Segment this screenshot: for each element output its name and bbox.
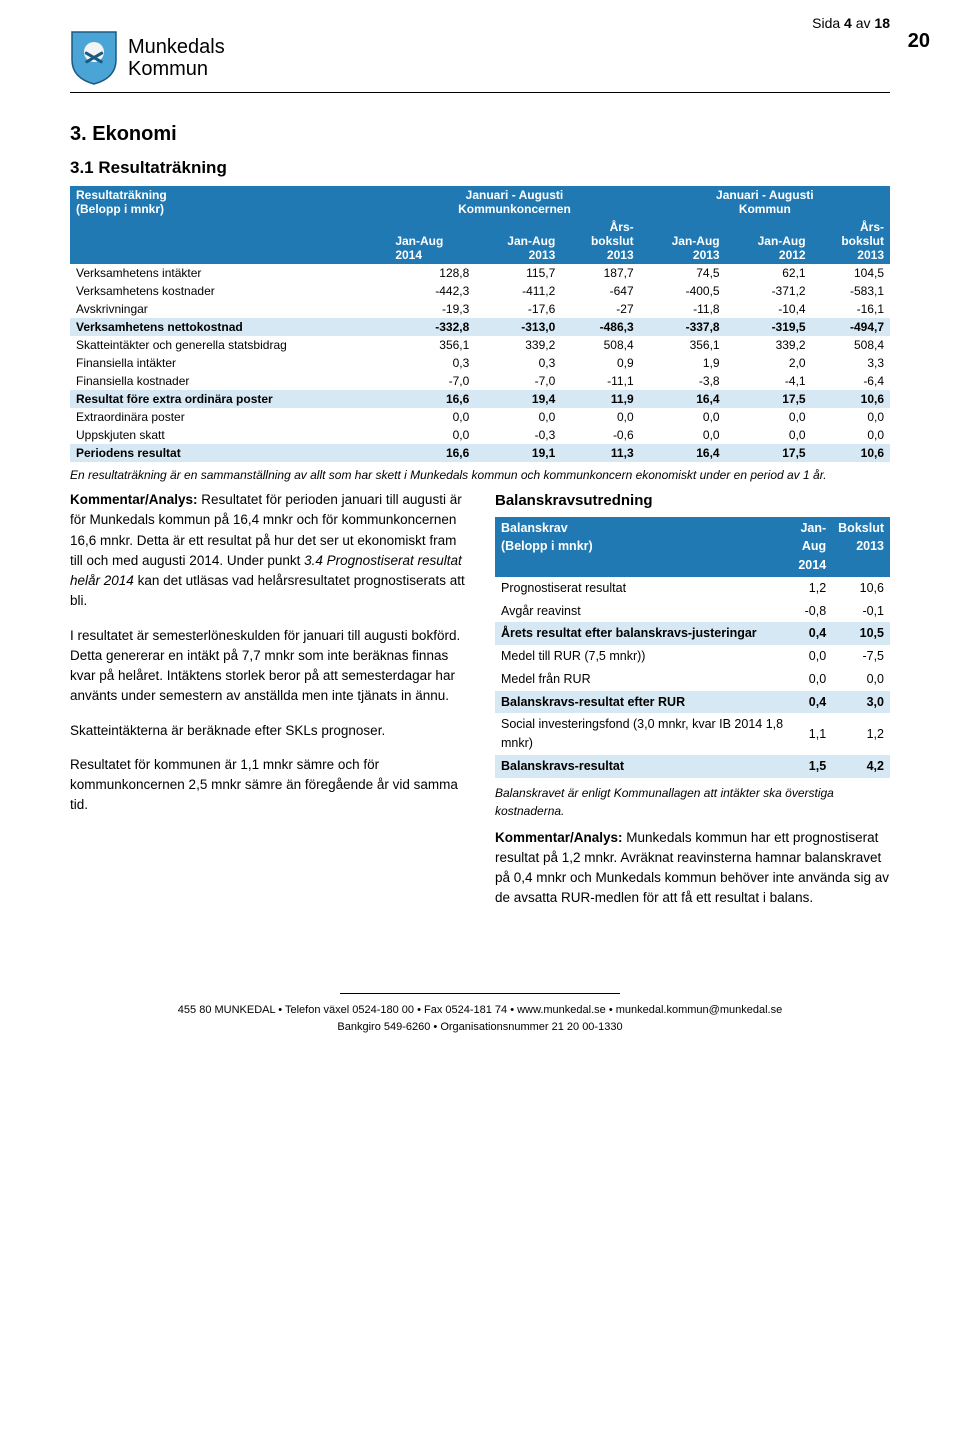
balans-col-header: Balanskrav (Belopp i mnkr) <box>495 517 792 577</box>
balans-col-header: Bokslut 2013 <box>832 517 890 577</box>
page-number: Sida 4 av 18 <box>812 15 890 31</box>
tbl-group-left: Januari - Augusti Kommunkoncernen <box>389 186 639 218</box>
tbl-col-header: Jan-Aug 2013 <box>640 218 726 264</box>
balans-table: Balanskrav (Belopp i mnkr)Jan- Aug 2014B… <box>495 517 890 778</box>
right-p2: Kommentar/Analys: Munkedals kommun har e… <box>495 828 890 909</box>
table-note: En resultaträkning är en sammanställning… <box>70 468 890 482</box>
table-row: Balanskravs-resultat efter RUR0,43,0 <box>495 691 890 714</box>
table-row: Finansiella intäkter0,30,30,91,92,03,3 <box>70 354 890 372</box>
table-row: Finansiella kostnader-7,0-7,0-11,1-3,8-4… <box>70 372 890 390</box>
page-current: 4 <box>844 15 852 31</box>
table-row: Resultat före extra ordinära poster16,61… <box>70 390 890 408</box>
table-row: Avgår reavinst-0,8-0,1 <box>495 600 890 623</box>
table-row: Periodens resultat16,619,111,316,417,510… <box>70 444 890 462</box>
table-row: Medel till RUR (7,5 mnkr))0,0-7,5 <box>495 645 890 668</box>
result-table: Resultaträkning (Belopp i mnkr) Januari … <box>70 186 890 462</box>
right-column: Balanskravsutredning Balanskrav (Belopp … <box>495 490 890 923</box>
sida-label: Sida <box>812 15 840 31</box>
left-p4: Resultatet för kommunen är 1,1 mnkr sämr… <box>70 755 465 816</box>
table-row: Uppskjuten skatt0,0-0,3-0,60,00,00,0 <box>70 426 890 444</box>
tbl-group-right: Januari - Augusti Kommun <box>640 186 890 218</box>
tbl-col-header: Jan-Aug 2014 <box>389 218 475 264</box>
av-label: av <box>856 15 871 31</box>
balans-col-header: Jan- Aug 2014 <box>792 517 832 577</box>
left-p2: I resultatet är semesterlöneskulden för … <box>70 626 465 707</box>
tbl-col-header: Jan-Aug 2013 <box>475 218 561 264</box>
table-row: Verksamhetens nettokostnad-332,8-313,0-4… <box>70 318 890 336</box>
balans-note: Balanskravet är enligt Kommunallagen att… <box>495 784 890 820</box>
subsection-title: 3.1 Resultaträkning <box>70 158 890 178</box>
left-p3: Skatteintäkterna är beräknade efter SKLs… <box>70 721 465 741</box>
table-row: Prognostiserat resultat1,210,6 <box>495 577 890 600</box>
section-title: 3. Ekonomi <box>70 123 890 146</box>
left-column: Kommentar/Analys: Resultatet för periode… <box>70 490 465 923</box>
logo-line2: Kommun <box>128 58 225 80</box>
logo: Munkedals Kommun <box>70 30 890 86</box>
table-row: Medel från RUR0,00,0 <box>495 668 890 691</box>
tbl-col-header: Jan-Aug 2012 <box>726 218 812 264</box>
logo-text: Munkedals Kommun <box>128 36 225 80</box>
footer-line2: Bankgiro 549-6260 • Organisationsnummer … <box>70 1019 890 1037</box>
shield-icon <box>70 30 118 86</box>
left-p1: Kommentar/Analys: Resultatet för periode… <box>70 490 465 612</box>
table-row: Verksamhetens kostnader-442,3-411,2-647-… <box>70 282 890 300</box>
page-total: 18 <box>874 15 890 31</box>
table-row: Avskrivningar-19,3-17,6-27-11,8-10,4-16,… <box>70 300 890 318</box>
table-row: Social investeringsfond (3,0 mnkr, kvar … <box>495 713 890 755</box>
table-row: Skatteintäkter och generella statsbidrag… <box>70 336 890 354</box>
footer-line1: 455 80 MUNKEDAL • Telefon växel 0524-180… <box>70 1002 890 1020</box>
tbl-col-header: Års- bokslut 2013 <box>812 218 890 264</box>
balans-heading: Balanskravsutredning <box>495 490 890 513</box>
tbl-corner: Resultaträkning (Belopp i mnkr) <box>70 186 389 264</box>
table-row: Verksamhetens intäkter128,8115,7187,774,… <box>70 264 890 282</box>
table-row: Extraordinära poster0,00,00,00,00,00,0 <box>70 408 890 426</box>
big-page-num: 20 <box>908 30 930 53</box>
header-rule <box>70 92 890 93</box>
tbl-col-header: Års- bokslut 2013 <box>561 218 639 264</box>
logo-line1: Munkedals <box>128 36 225 58</box>
table-row: Balanskravs-resultat1,54,2 <box>495 755 890 778</box>
footer: 455 80 MUNKEDAL • Telefon växel 0524-180… <box>70 993 890 1037</box>
table-row: Årets resultat efter balanskravs-justeri… <box>495 622 890 645</box>
